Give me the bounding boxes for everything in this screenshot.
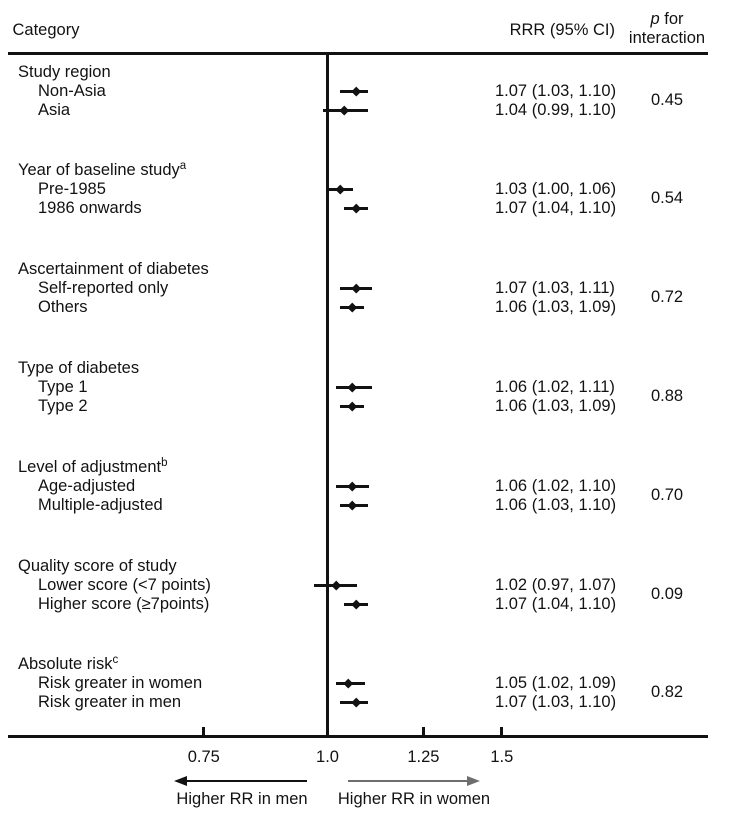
p-for-rest: for	[659, 9, 684, 28]
item-label: Lower score (<7 points)	[38, 575, 211, 594]
right-arrow-head-icon	[467, 776, 480, 786]
x-axis-tick-label: 1.5	[490, 748, 514, 766]
rrr-ci-value: 1.07 (1.03, 1.11)	[495, 278, 615, 297]
left-arrow-head-icon	[174, 776, 187, 786]
rrr-ci-value: 1.07 (1.03, 1.10)	[495, 81, 617, 100]
item-label: Pre-1985	[38, 179, 106, 198]
rrr-ci-value: 1.07 (1.04, 1.10)	[495, 594, 617, 613]
rrr-ci-value: 1.06 (1.03, 1.09)	[495, 297, 617, 316]
item-label: Risk greater in women	[38, 673, 203, 692]
x-axis-tick	[421, 727, 425, 735]
item-label: 1986 onwards	[38, 198, 142, 217]
point-estimate-marker	[351, 86, 362, 96]
x-axis-tick-label: 0.75	[187, 748, 220, 766]
item-label: Self-reported only	[38, 278, 169, 297]
group-label: Ascertainment of diabetes	[18, 259, 209, 278]
point-estimate-marker	[351, 697, 362, 707]
reference-line-1.0	[326, 52, 329, 738]
point-estimate-marker	[351, 203, 362, 213]
group-label: Level of adjustmentb	[18, 456, 168, 476]
right-arrow-line	[348, 780, 468, 782]
p-interaction-value: 0.45	[650, 91, 684, 109]
x-axis-tick	[202, 727, 206, 735]
group-label: Absolute riskc	[18, 653, 119, 673]
item-label: Type 2	[38, 396, 88, 415]
p-for-interaction-header-line2: interaction	[628, 28, 706, 47]
rrr-column-header: RRR (95% CI)	[509, 21, 615, 39]
group-label: Quality score of study	[18, 556, 177, 575]
item-label: Asia	[38, 100, 71, 119]
p-interaction-value: 0.82	[650, 683, 684, 701]
point-estimate-marker	[331, 580, 341, 590]
group-label: Year of baseline studya	[18, 159, 187, 179]
category-column-header: Category	[12, 20, 80, 39]
p-italic: p	[650, 9, 660, 28]
item-label: Others	[38, 297, 88, 316]
direction-label-left: Higher RR in men	[176, 789, 308, 808]
point-estimate-marker	[347, 500, 358, 510]
header-separator-line	[8, 52, 708, 55]
item-label: Age-adjusted	[38, 476, 136, 495]
rrr-ci-value: 1.07 (1.04, 1.10)	[495, 198, 617, 217]
point-estimate-marker	[347, 302, 358, 312]
point-estimate-marker	[347, 401, 358, 411]
item-label: Multiple-adjusted	[38, 495, 163, 514]
p-interaction-value: 0.72	[650, 288, 684, 306]
x-axis-tick	[500, 727, 504, 735]
direction-label-right: Higher RR in women	[337, 789, 491, 808]
x-axis-tick-label: 1.0	[316, 748, 339, 766]
rrr-ci-value: 1.06 (1.03, 1.10)	[495, 495, 617, 514]
footnote-superscript: b	[161, 456, 168, 469]
rrr-ci-value: 1.06 (1.02, 1.11)	[495, 377, 615, 396]
p-interaction-value: 0.54	[650, 189, 684, 207]
point-estimate-marker	[347, 382, 358, 392]
rrr-ci-value: 1.07 (1.03, 1.10)	[495, 692, 617, 711]
group-label: Type of diabetes	[18, 358, 140, 377]
item-label: Risk greater in men	[38, 692, 182, 711]
left-arrow-line	[186, 780, 307, 782]
item-label: Type 1	[38, 377, 88, 396]
point-estimate-marker	[339, 105, 349, 115]
p-interaction-value: 0.88	[650, 387, 684, 405]
rrr-ci-value: 1.03 (1.00, 1.06)	[495, 179, 617, 198]
rrr-ci-value: 1.02 (0.97, 1.07)	[495, 575, 617, 594]
p-interaction-value: 0.09	[650, 585, 684, 603]
point-estimate-marker	[335, 184, 345, 194]
point-estimate-marker	[351, 283, 362, 293]
rrr-ci-value: 1.05 (1.02, 1.09)	[495, 673, 617, 692]
point-estimate-marker	[351, 599, 362, 609]
footnote-superscript: a	[179, 159, 187, 172]
x-axis-tick-label: 1.25	[407, 748, 440, 766]
item-label: Non-Asia	[38, 81, 106, 100]
group-label: Study region	[18, 62, 111, 81]
x-axis-line	[8, 735, 708, 738]
p-for-interaction-header-line1: p for	[637, 10, 697, 29]
rrr-ci-value: 1.06 (1.03, 1.09)	[495, 396, 617, 415]
rrr-ci-value: 1.04 (0.99, 1.10)	[495, 100, 617, 119]
point-estimate-marker	[347, 481, 358, 491]
footnote-superscript: c	[112, 653, 119, 666]
point-estimate-marker	[343, 678, 354, 688]
item-label: Higher score (≥7points)	[38, 594, 210, 613]
rrr-ci-value: 1.06 (1.02, 1.10)	[495, 476, 617, 495]
p-interaction-value: 0.70	[650, 486, 684, 504]
